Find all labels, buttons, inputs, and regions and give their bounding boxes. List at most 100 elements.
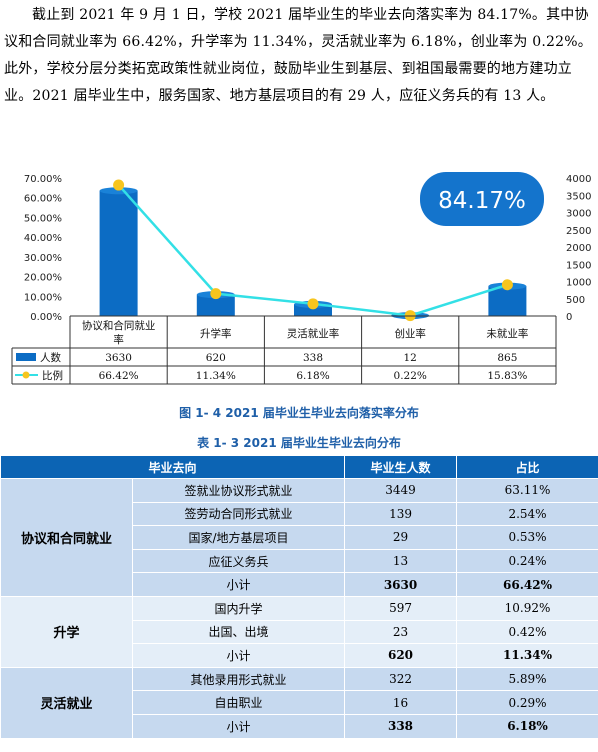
table-body: 协议和合同就业 签就业协议形式就业 3449 63.11% 签劳动合同形式就业 139 2.…	[0, 478, 598, 739]
table-row: 协议和合同就业 签就业协议形式就业 3449 63.11%	[0, 478, 598, 597]
y-left-tick-label: 40.00%	[24, 233, 62, 244]
ratio-value: 0.29%	[456, 690, 598, 715]
category-label-cont: 率	[113, 333, 124, 346]
y-right-tick-label: 3000	[566, 209, 591, 220]
y-left-tick-label: 50.00%	[24, 213, 62, 224]
y-left-tick-label: 60.00%	[24, 194, 62, 205]
ratio-value: 0.42%	[456, 619, 598, 645]
graduate-count: 29	[344, 525, 458, 550]
subtotal-label: 小计	[131, 643, 346, 668]
destination-label: 签就业协议形式就业	[131, 478, 346, 503]
legend-label-line: 比例	[42, 369, 63, 382]
ratio-label: 11.34%	[196, 370, 236, 382]
category-label: 灵活就业率	[287, 327, 340, 340]
bar-2	[294, 304, 332, 316]
table-row: 升学 国内升学 597 10.92%	[0, 595, 598, 668]
count-label: 865	[497, 352, 517, 364]
destination-label: 应征义务兵	[131, 548, 346, 574]
group-label: 灵活就业	[0, 666, 133, 739]
graduate-count: 338	[344, 713, 458, 739]
destination-label: 自由职业	[131, 690, 346, 715]
count-label: 620	[206, 352, 226, 364]
y-left-tick-label: 30.00%	[24, 253, 62, 264]
subtotal-label: 小计	[131, 713, 346, 739]
badge-value: 84.17%	[438, 188, 526, 214]
bar-0	[99, 190, 138, 316]
category-label: 协议和合同就业	[82, 319, 156, 332]
y-right-tick-label: 500	[566, 295, 585, 306]
group-label: 升学	[0, 595, 133, 668]
y-right-tick-label: 1000	[566, 278, 591, 289]
bar-4	[488, 286, 527, 316]
graduate-count: 3449	[344, 478, 458, 503]
destination-label: 国家/地方基层项目	[131, 525, 346, 550]
table-row: 自由职业 16 0.29%	[1, 690, 598, 715]
table-header-row: 毕业去向 毕业生人数 占比	[0, 455, 598, 479]
ratio-value: 6.18%	[456, 713, 598, 739]
group-label: 协议和合同就业	[0, 478, 133, 597]
destination-label: 签劳动合同形式就业	[131, 501, 346, 527]
y-left-tick-label: 0.00%	[30, 312, 62, 323]
y-left-tick-label: 10.00%	[24, 292, 62, 303]
table-caption: 表 1- 3 2021 届毕业生毕业去向分布	[197, 436, 401, 450]
destination-table: 毕业去向 毕业生人数 占比 协议和合同就业 签就业协议形式就业 3449 63.11%…	[0, 455, 598, 739]
header-ratio: 占比	[456, 455, 598, 479]
count-label: 12	[404, 352, 417, 364]
table-row: 应征义务兵 13 0.24%	[1, 548, 598, 574]
table-subtotal-row: 小计 3630 66.42%	[1, 572, 598, 597]
ratio-value: 2.54%	[456, 501, 598, 527]
ratio-value: 11.34%	[456, 643, 598, 668]
graduate-count: 23	[344, 619, 458, 645]
badge-bubble	[420, 172, 544, 226]
graduate-count: 139	[344, 501, 458, 527]
graduate-count: 620	[344, 643, 458, 668]
graduate-count: 16	[344, 690, 458, 715]
table-row: 出国、出境 23 0.42%	[1, 619, 598, 645]
destination-label: 出国、出境	[131, 619, 346, 645]
category-label: 未就业率	[486, 327, 528, 340]
graduate-count: 322	[344, 666, 458, 692]
ratio-value: 0.53%	[456, 525, 598, 550]
y-right-tick-label: 3500	[566, 191, 591, 202]
header-count: 毕业生人数	[344, 455, 458, 479]
y-right-tick-label: 1500	[566, 260, 591, 271]
table-subtotal-row: 小计 338 6.18%	[1, 713, 598, 739]
ratio-point-0	[113, 179, 125, 191]
destination-label: 国内升学	[131, 595, 346, 621]
ratio-point-1	[210, 288, 222, 300]
table-row: 灵活就业 其他录用形式就业 322 5.89%	[0, 666, 598, 739]
legend-key-bar	[16, 353, 36, 361]
y-right-tick-label: 0	[566, 312, 572, 323]
ratio-label: 15.83%	[487, 370, 527, 382]
figure-caption: 图 1- 4 2021 届毕业生毕业去向落实率分布	[179, 406, 419, 420]
summary-paragraph: 截止到 2021 年 9 月 1 日，学校 2021 届毕业生的毕业去向落实率为…	[4, 7, 592, 104]
graduate-count: 597	[344, 595, 458, 621]
ratio-value: 5.89%	[456, 666, 598, 692]
graduate-count: 13	[344, 548, 458, 574]
y-left-tick-label: 20.00%	[24, 273, 62, 284]
legend-key-marker	[22, 371, 30, 379]
ratio-value: 63.11%	[456, 478, 598, 503]
graduate-count: 3630	[344, 572, 458, 597]
destination-chart: 0.00% 10.00% 20.00% 30.00% 40.00% 50.00% 60.00…	[11, 172, 591, 385]
y-right-tick-label: 4000	[566, 174, 591, 185]
table-subtotal-row: 小计 620 11.34%	[1, 643, 598, 668]
bar-1	[196, 294, 235, 316]
category-label: 升学率	[200, 327, 232, 340]
ratio-point-4	[501, 279, 513, 291]
category-label: 创业率	[394, 327, 426, 340]
ratio-value: 10.92%	[456, 595, 598, 621]
ratio-value: 0.24%	[456, 548, 598, 574]
destination-label: 其他录用形式就业	[131, 666, 346, 692]
y-left-tick-label: 70.00%	[24, 174, 62, 185]
y-right-tick-label: 2000	[566, 243, 591, 254]
subtotal-label: 小计	[131, 572, 346, 597]
header-destination: 毕业去向	[0, 455, 346, 479]
legend-label-bar: 人数	[40, 351, 61, 364]
ratio-value: 66.42%	[456, 572, 598, 597]
ratio-point-2	[307, 298, 319, 310]
count-label: 338	[303, 352, 323, 364]
ratio-label: 6.18%	[296, 370, 329, 382]
ratio-label: 0.22%	[394, 370, 427, 382]
count-label: 3630	[105, 352, 132, 364]
